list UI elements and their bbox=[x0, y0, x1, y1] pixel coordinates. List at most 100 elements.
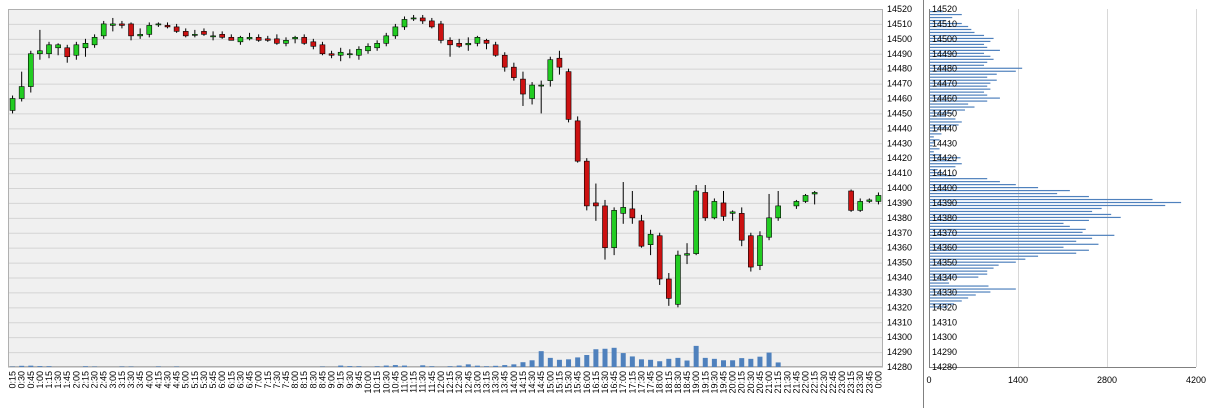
profile-price-label: 14470 bbox=[932, 79, 957, 89]
candle-body bbox=[110, 24, 115, 25]
candle bbox=[748, 233, 753, 272]
volume-bar bbox=[356, 366, 361, 367]
candle-body bbox=[201, 31, 206, 34]
volume-bar bbox=[429, 366, 434, 367]
candle-body bbox=[211, 36, 216, 37]
volume-bar bbox=[557, 360, 562, 367]
profile-bar bbox=[930, 202, 1181, 203]
volume-bar bbox=[457, 366, 462, 367]
price-tick-label: 14280 bbox=[887, 362, 912, 372]
profile-bar bbox=[930, 199, 1153, 200]
profile-price-label: 14510 bbox=[932, 19, 957, 29]
candle-body bbox=[685, 254, 690, 255]
profile-bar bbox=[930, 214, 1111, 215]
volume-bar bbox=[502, 365, 507, 367]
candle-body bbox=[539, 85, 544, 86]
profile-bar bbox=[930, 59, 994, 60]
candle-body bbox=[867, 200, 872, 201]
profile-price-label: 14400 bbox=[932, 183, 957, 193]
volume-bar bbox=[375, 366, 380, 367]
profile-bar bbox=[930, 178, 987, 179]
price-tick-label: 14380 bbox=[887, 213, 912, 223]
candle-body bbox=[776, 206, 781, 218]
candle-body bbox=[83, 43, 88, 47]
profile-bar bbox=[930, 103, 968, 104]
price-tick-label: 14330 bbox=[887, 287, 912, 297]
candle-body bbox=[666, 279, 671, 298]
profile-price-label: 14290 bbox=[932, 347, 957, 357]
profile-price-label: 14350 bbox=[932, 258, 957, 268]
price-tick-label: 14420 bbox=[887, 153, 912, 163]
candle-body bbox=[183, 31, 188, 35]
candle-body bbox=[384, 36, 389, 43]
candle-body bbox=[411, 18, 416, 19]
candle-body bbox=[156, 24, 161, 25]
candle-body bbox=[767, 218, 772, 237]
volume-bar bbox=[566, 359, 571, 367]
candle-body bbox=[794, 201, 799, 205]
price-tick-label: 14400 bbox=[887, 183, 912, 193]
profile-bar bbox=[930, 268, 994, 269]
profile-bar bbox=[930, 133, 941, 134]
candle-body bbox=[566, 72, 571, 120]
candle-body bbox=[101, 24, 106, 36]
candle-body bbox=[356, 49, 361, 55]
volume-bar bbox=[402, 366, 407, 367]
candle bbox=[694, 185, 699, 255]
profile-price-label: 14420 bbox=[932, 153, 957, 163]
price-tick-label: 14360 bbox=[887, 243, 912, 253]
profile-bar bbox=[930, 253, 1076, 254]
volume-profile-panel: 1428014290143001431014320143301434014350… bbox=[926, 4, 1206, 385]
candle-body bbox=[694, 191, 699, 254]
candle-body bbox=[584, 161, 589, 206]
candle-body bbox=[621, 207, 626, 213]
price-tick-label: 14390 bbox=[887, 198, 912, 208]
candle-body bbox=[393, 27, 398, 36]
candle-body bbox=[293, 37, 298, 38]
candle-body bbox=[466, 43, 471, 44]
price-axis-labels: 1428014290143001431014320143301434014350… bbox=[887, 4, 912, 372]
profile-bar bbox=[930, 235, 1114, 236]
candle-body bbox=[283, 40, 288, 43]
candle-body bbox=[438, 24, 443, 40]
price-tick-label: 14520 bbox=[887, 4, 912, 14]
candle-body bbox=[311, 42, 316, 46]
profile-price-label: 14450 bbox=[932, 108, 957, 118]
profile-price-label: 14310 bbox=[932, 317, 957, 327]
volume-bar bbox=[757, 357, 762, 367]
candle bbox=[10, 96, 15, 114]
candle bbox=[612, 207, 617, 255]
volume-bar bbox=[767, 353, 772, 367]
candle-body bbox=[229, 37, 234, 40]
candle-body bbox=[238, 37, 243, 41]
volume-bar bbox=[384, 366, 389, 367]
candle-body bbox=[347, 54, 352, 55]
price-tick-label: 14510 bbox=[887, 19, 912, 29]
volume-bar bbox=[584, 355, 589, 367]
time-tick-label: 0:00 bbox=[873, 371, 883, 389]
profile-bar bbox=[930, 193, 1057, 194]
price-tick-label: 14370 bbox=[887, 228, 912, 238]
candle-body bbox=[757, 236, 762, 266]
volume-bar bbox=[748, 359, 753, 367]
profile-bar bbox=[930, 148, 940, 149]
profile-bar bbox=[930, 118, 955, 119]
candle-body bbox=[858, 201, 863, 210]
candle-body bbox=[712, 201, 717, 217]
volume-bar bbox=[493, 366, 498, 367]
candle-body bbox=[165, 25, 170, 26]
candle-body bbox=[630, 209, 635, 218]
candle-body bbox=[19, 87, 24, 99]
profile-bar bbox=[930, 74, 997, 75]
candle-body bbox=[548, 60, 553, 81]
volume-bar bbox=[593, 349, 598, 367]
price-tick-label: 14310 bbox=[887, 317, 912, 327]
profile-price-label: 14490 bbox=[932, 49, 957, 59]
price-panel: 1428014290143001431014320143301434014350… bbox=[8, 4, 912, 394]
volume-bar bbox=[630, 356, 635, 367]
candle bbox=[803, 194, 808, 203]
candle-body bbox=[366, 46, 371, 50]
volume-bar bbox=[37, 366, 42, 367]
candle-body bbox=[265, 39, 270, 40]
